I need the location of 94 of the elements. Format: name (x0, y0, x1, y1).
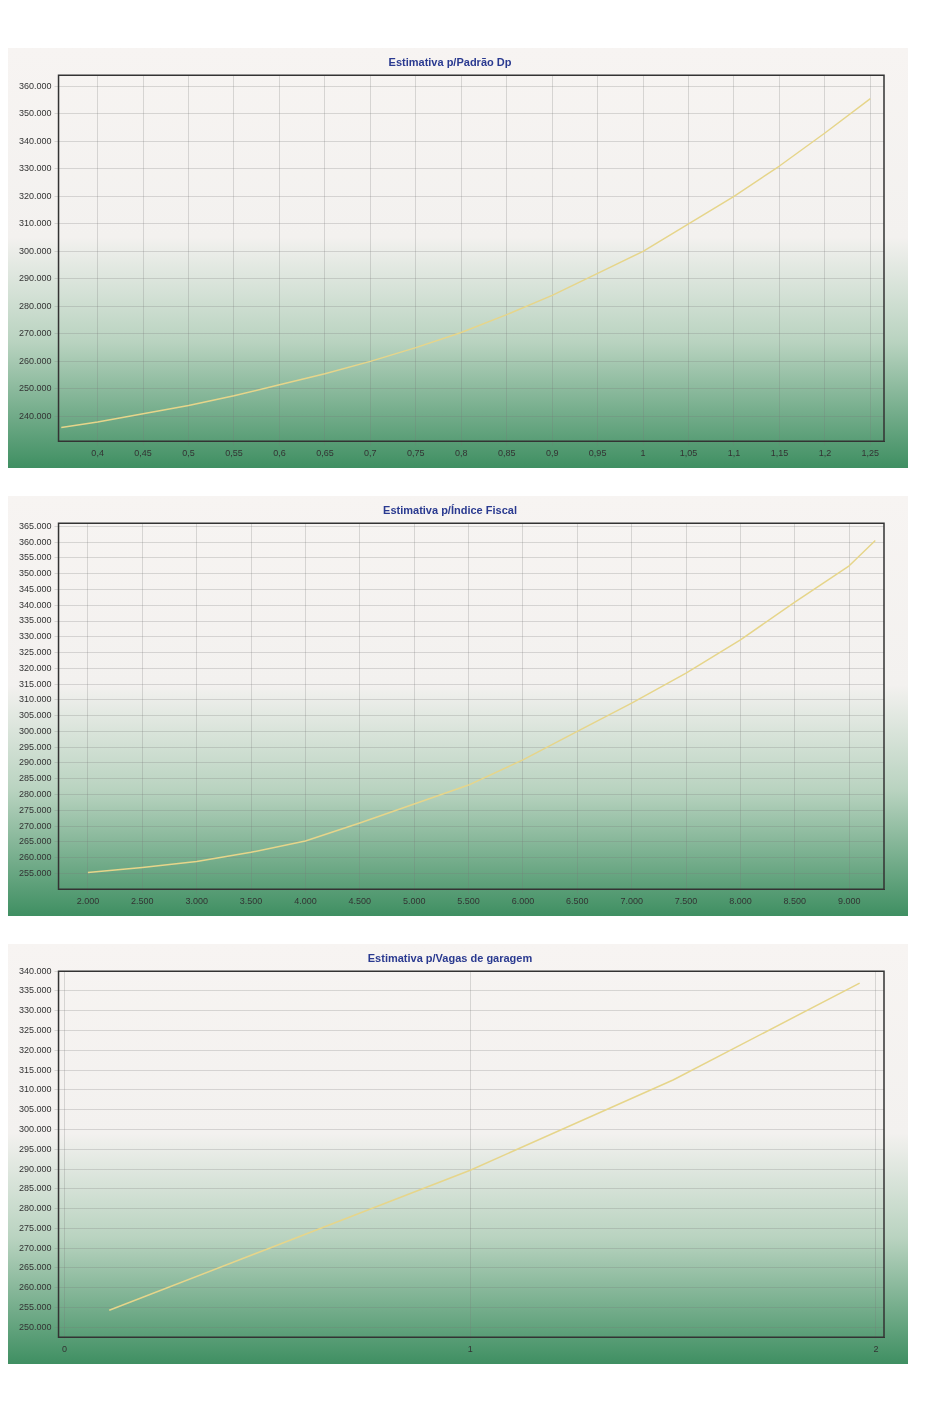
y-tick-label: 350.000 (18, 568, 52, 579)
x-tick-label: 0,45 (134, 448, 152, 459)
y-tick-label: 310.000 (18, 694, 52, 705)
y-tick-label: 300.000 (18, 245, 52, 256)
y-tick-label: 265.000 (18, 836, 52, 847)
x-tick-label: 0,85 (497, 448, 516, 459)
y-tick-label: 325.000 (18, 1025, 52, 1036)
y-tick-label: 310.000 (18, 218, 52, 229)
x-tick-label: 3.500 (239, 896, 263, 907)
x-tick-label: 0,5 (182, 448, 195, 459)
x-tick-label: 1,05 (679, 448, 698, 459)
y-tick-label: 305.000 (18, 710, 52, 721)
x-tick-label: 0,95 (588, 448, 607, 459)
y-tick-label: 325.000 (18, 647, 52, 658)
y-tick-label: 320.000 (18, 1044, 52, 1055)
x-tick-label: 6.000 (511, 896, 535, 907)
y-tick-label: 260.000 (18, 355, 52, 366)
x-tick-label: 4.500 (348, 896, 372, 907)
x-tick-label: 0,8 (455, 448, 468, 459)
y-tick-label: 280.000 (18, 789, 52, 800)
x-tick-label: 2.000 (76, 896, 100, 907)
x-tick-label: 8.500 (783, 896, 807, 907)
chart-title: Estimativa p/Índice Fiscal (383, 503, 517, 516)
y-tick-label: 285.000 (18, 773, 52, 784)
y-tick-label: 260.000 (18, 1282, 52, 1293)
y-tick-label: 250.000 (18, 1321, 52, 1332)
y-tick-label: 320.000 (18, 662, 52, 673)
y-tick-label: 270.000 (18, 820, 52, 831)
y-tick-label: 360.000 (18, 80, 52, 91)
x-tick-label: 0,65 (316, 448, 334, 459)
x-tick-label: 2 (873, 1344, 879, 1355)
y-tick-label: 250.000 (18, 383, 52, 394)
x-tick-label: 1 (640, 448, 646, 459)
y-tick-label: 270.000 (18, 328, 52, 339)
x-tick-label: 0,6 (273, 448, 286, 459)
y-tick-label: 270.000 (18, 1242, 52, 1253)
y-tick-label: 275.000 (18, 1222, 52, 1233)
y-tick-label: 260.000 (18, 852, 52, 863)
y-tick-label: 255.000 (18, 1302, 52, 1313)
x-tick-label: 6.500 (566, 896, 589, 907)
y-tick-label: 310.000 (18, 1084, 52, 1095)
x-tick-label: 0,4 (91, 448, 104, 459)
y-tick-label: 345.000 (18, 583, 52, 594)
y-tick-label: 300.000 (18, 725, 52, 736)
y-tick-label: 255.000 (18, 867, 52, 878)
y-tick-label: 265.000 (18, 1262, 52, 1273)
x-tick-label: 1,25 (861, 448, 880, 459)
x-tick-label: 5.000 (402, 896, 426, 907)
chart-title: Estimativa p/Vagas de garagem (367, 951, 533, 964)
y-tick-label: 285.000 (18, 1183, 52, 1194)
x-tick-label: 1,15 (770, 448, 789, 459)
y-tick-label: 315.000 (18, 678, 52, 689)
x-tick-label: 8.000 (729, 896, 752, 907)
x-tick-label: 1,1 (727, 448, 741, 459)
y-tick-label: 320.000 (18, 190, 52, 201)
y-tick-label: 335.000 (18, 985, 52, 996)
x-tick-label: 0 (62, 1344, 68, 1355)
y-tick-label: 290.000 (18, 273, 52, 284)
y-tick-label: 280.000 (18, 300, 52, 311)
x-tick-label: 0,55 (225, 448, 243, 459)
y-tick-label: 365.000 (18, 520, 52, 531)
x-tick-label: 3.000 (185, 896, 208, 907)
y-tick-label: 350.000 (18, 108, 52, 119)
y-tick-label: 305.000 (18, 1104, 52, 1115)
y-tick-label: 290.000 (18, 1163, 52, 1174)
x-tick-label: 0,75 (407, 448, 425, 459)
y-tick-label: 340.000 (18, 965, 52, 976)
x-tick-label: 0,7 (364, 448, 377, 459)
x-tick-label: 7.000 (620, 896, 643, 907)
x-tick-label: 9.000 (837, 896, 861, 907)
y-tick-label: 340.000 (18, 135, 52, 146)
y-tick-label: 280.000 (18, 1203, 52, 1214)
y-tick-label: 295.000 (18, 1143, 52, 1154)
y-tick-label: 335.000 (18, 615, 52, 626)
x-tick-label: 1 (467, 1344, 473, 1355)
y-tick-label: 355.000 (18, 552, 52, 563)
y-tick-label: 360.000 (18, 536, 52, 547)
x-tick-label: 0,9 (545, 448, 559, 459)
x-tick-label: 7.500 (674, 896, 698, 907)
y-tick-label: 315.000 (18, 1064, 52, 1075)
y-tick-label: 290.000 (18, 757, 52, 768)
chart-title: Estimativa p/Padrão Dp (388, 55, 512, 68)
y-tick-label: 300.000 (18, 1123, 52, 1134)
x-tick-label: 5.500 (457, 896, 480, 907)
y-tick-label: 295.000 (18, 741, 52, 752)
y-tick-label: 240.000 (18, 410, 52, 421)
y-tick-label: 340.000 (18, 599, 52, 610)
y-tick-label: 330.000 (18, 1005, 52, 1016)
x-tick-label: 2.500 (131, 896, 154, 907)
y-tick-label: 330.000 (18, 163, 52, 174)
x-tick-label: 4.000 (294, 896, 317, 907)
x-tick-label: 1,2 (818, 448, 832, 459)
y-tick-label: 330.000 (18, 631, 52, 642)
y-tick-label: 275.000 (18, 804, 52, 815)
